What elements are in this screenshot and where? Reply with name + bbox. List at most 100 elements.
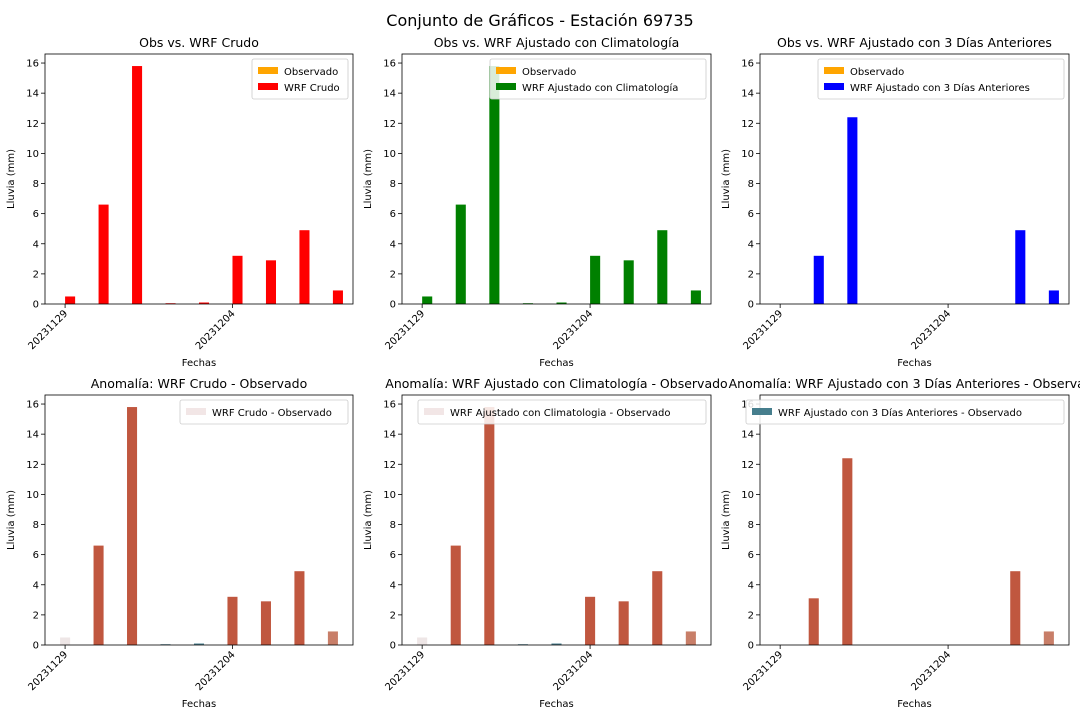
bar bbox=[127, 407, 138, 645]
y-tick-label: 14 bbox=[741, 89, 754, 100]
bar bbox=[847, 117, 858, 304]
y-tick-label: 0 bbox=[390, 300, 396, 311]
bar bbox=[484, 407, 495, 645]
x-tick-label: 20231129 bbox=[383, 649, 427, 693]
y-axis-label: Lluvia (mm) bbox=[721, 149, 732, 209]
y-tick-label: 12 bbox=[741, 119, 754, 130]
y-tick-label: 4 bbox=[748, 239, 754, 250]
y-tick-label: 14 bbox=[26, 89, 39, 100]
bar bbox=[813, 255, 824, 304]
legend-label: WRF Crudo - Observado bbox=[212, 408, 332, 419]
legend-swatch bbox=[424, 408, 444, 415]
y-tick-label: 0 bbox=[748, 300, 754, 311]
y-tick-label: 6 bbox=[33, 209, 39, 220]
bar bbox=[417, 637, 428, 645]
chart-panel-1: Obs vs. WRF Crudo 0 2 4 6 8 10 12 14 16 20231129 20… bbox=[6, 35, 354, 369]
y-tick-label: 0 bbox=[748, 641, 754, 652]
bar bbox=[551, 643, 562, 645]
panel-title: Anomalía: WRF Ajustado con Climatología … bbox=[385, 376, 727, 391]
legend-label: WRF Ajustado con Climatología bbox=[522, 82, 678, 94]
bars bbox=[808, 458, 1054, 645]
legend-swatch bbox=[496, 83, 516, 90]
bar bbox=[623, 260, 634, 304]
bar bbox=[1010, 571, 1021, 645]
y-tick-label: 2 bbox=[748, 610, 754, 621]
panel-title: Anomalía: WRF Crudo - Observado bbox=[91, 376, 308, 391]
y-tick-label: 6 bbox=[748, 550, 754, 561]
x-axis-label: Fechas bbox=[539, 699, 574, 710]
y-tick-label: 0 bbox=[33, 300, 39, 311]
legend-box bbox=[745, 399, 1065, 425]
bar bbox=[294, 571, 305, 645]
x-axis-label: Fechas bbox=[182, 699, 217, 710]
legend: Observado WRF Ajustado con 3 Días Anterio… bbox=[817, 58, 1065, 100]
legend-label: WRF Crudo bbox=[284, 83, 340, 94]
bar bbox=[618, 601, 629, 645]
legend-label: WRF Ajustado con 3 Días Anteriores bbox=[850, 82, 1030, 94]
axes-frame bbox=[759, 53, 1070, 305]
y-tick-label: 0 bbox=[390, 641, 396, 652]
bar bbox=[1043, 631, 1054, 645]
x-tick-label: 20231129 bbox=[741, 649, 785, 693]
x-tick-label: 20231204 bbox=[194, 308, 238, 352]
y-axis-label: Lluvia (mm) bbox=[6, 490, 17, 550]
bar bbox=[657, 230, 668, 304]
axes-frame bbox=[44, 394, 354, 646]
x-axis-label: Fechas bbox=[897, 699, 932, 710]
y-tick-label: 8 bbox=[748, 520, 754, 531]
y-tick-label: 12 bbox=[26, 460, 39, 471]
chart-panel-5: Anomalía: WRF Ajustado con Climatología … bbox=[363, 376, 728, 710]
axes-frame bbox=[44, 53, 354, 305]
y-tick-label: 6 bbox=[748, 209, 754, 220]
legend-box bbox=[417, 399, 707, 425]
y-axis-label: Lluvia (mm) bbox=[363, 490, 374, 550]
bar bbox=[450, 545, 461, 645]
legend-swatch bbox=[752, 408, 772, 415]
x-tick-label: 20231204 bbox=[194, 649, 238, 693]
bar bbox=[260, 601, 271, 645]
y-tick-label: 16 bbox=[741, 59, 754, 70]
y-tick-label: 14 bbox=[383, 89, 396, 100]
axes-frame bbox=[401, 53, 712, 305]
legend-swatch bbox=[824, 67, 844, 74]
legend-label: Observado bbox=[522, 67, 576, 78]
bars bbox=[417, 407, 696, 645]
y-tick-label: 2 bbox=[390, 610, 396, 621]
y-tick-label: 4 bbox=[33, 239, 39, 250]
x-tick-label: 20231204 bbox=[909, 308, 953, 352]
panel-title: Anomalía: WRF Ajustado con 3 Días Anteri… bbox=[729, 376, 1080, 391]
y-tick-label: 6 bbox=[33, 550, 39, 561]
chart-panel-4: Anomalía: WRF Crudo - Observado 0 2 4 6 8 10 12… bbox=[6, 376, 354, 710]
y-tick-label: 8 bbox=[390, 520, 396, 531]
bar bbox=[422, 296, 433, 304]
bar bbox=[93, 545, 104, 645]
bar bbox=[652, 571, 663, 645]
y-tick-label: 12 bbox=[383, 119, 396, 130]
bar bbox=[1048, 290, 1059, 304]
legend-swatch bbox=[186, 408, 206, 415]
y-tick-label: 4 bbox=[33, 580, 39, 591]
legend-label: Observado bbox=[284, 67, 338, 78]
bar bbox=[199, 302, 210, 304]
x-tick-label: 20231129 bbox=[26, 649, 70, 693]
legend-box bbox=[489, 58, 707, 100]
bar bbox=[1015, 230, 1026, 304]
y-tick-label: 10 bbox=[383, 490, 396, 501]
legend-box bbox=[179, 399, 349, 425]
x-tick-label: 20231129 bbox=[741, 308, 785, 352]
x-tick-label: 20231204 bbox=[551, 649, 595, 693]
y-tick-label: 12 bbox=[741, 460, 754, 471]
y-tick-label: 6 bbox=[390, 550, 396, 561]
y-tick-label: 16 bbox=[383, 400, 396, 411]
x-axis-label: Fechas bbox=[897, 358, 932, 369]
bar bbox=[585, 596, 596, 645]
panel-title: Obs vs. WRF Ajustado con 3 Días Anterior… bbox=[777, 35, 1052, 50]
bar bbox=[556, 302, 567, 304]
y-axis-label: Lluvia (mm) bbox=[721, 490, 732, 550]
y-tick-label: 2 bbox=[33, 269, 39, 280]
bar bbox=[842, 458, 853, 645]
y-tick-label: 16 bbox=[383, 59, 396, 70]
bars bbox=[65, 66, 343, 304]
y-tick-label: 10 bbox=[26, 149, 39, 160]
y-tick-label: 8 bbox=[390, 179, 396, 190]
